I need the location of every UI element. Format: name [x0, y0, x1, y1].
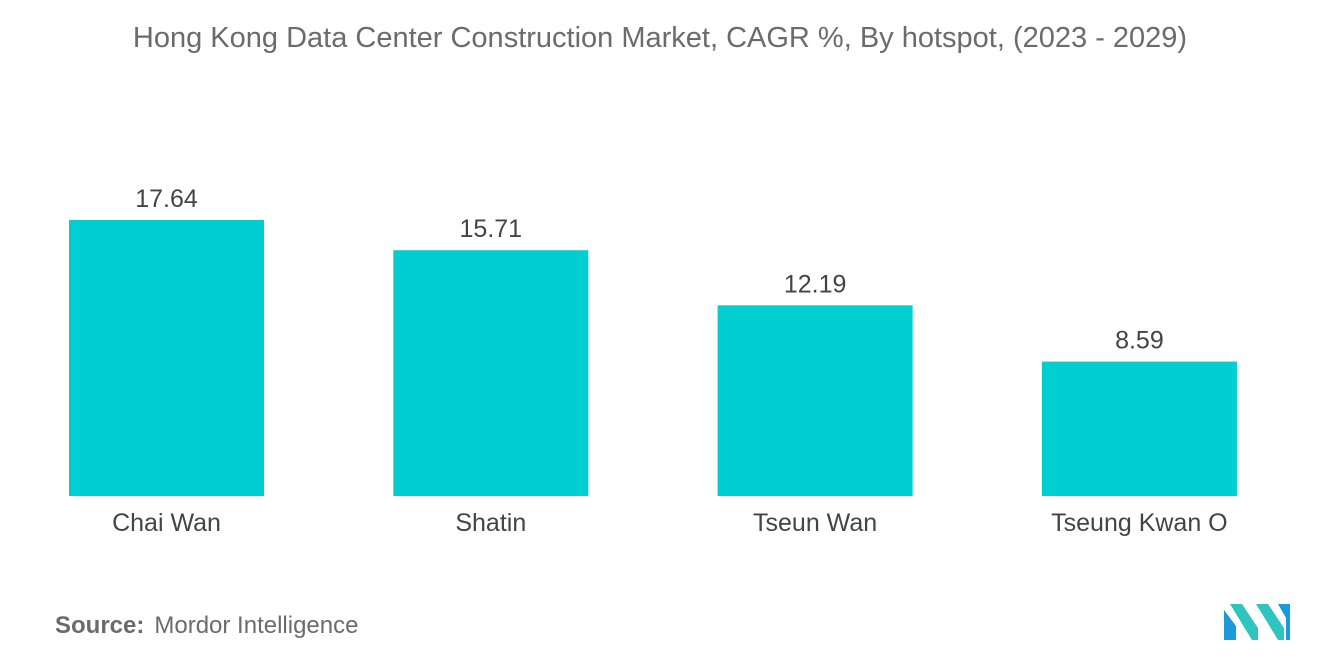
category-label-0: Chai Wan [112, 509, 221, 537]
value-label-2: 12.19 [784, 270, 847, 298]
bar-3 [1041, 361, 1237, 496]
bar-1 [393, 250, 589, 496]
bar-2 [717, 305, 913, 496]
category-label-1: Shatin [455, 509, 526, 537]
category-labels-layer: Chai Wan Shatin Tseun Wan Tseung Kwan O [112, 509, 1228, 537]
mordor-intelligence-logo-icon [1224, 604, 1290, 640]
category-label-3: Tseung Kwan O [1051, 509, 1228, 537]
value-labels-layer: 17.64 15.71 12.19 8.59 [135, 185, 1164, 355]
value-label-0: 17.64 [135, 185, 198, 213]
source-label: Source: [55, 612, 145, 639]
value-label-1: 15.71 [460, 215, 523, 243]
category-label-2: Tseun Wan [753, 509, 877, 537]
bar-0 [69, 220, 264, 496]
bars-layer [69, 220, 1237, 496]
value-label-3: 8.59 [1115, 327, 1164, 355]
source-text: Mordor Intelligence [154, 612, 359, 639]
source-note: Source: Mordor Intelligence [55, 612, 358, 640]
chart-title: Hong Kong Data Center Construction Marke… [132, 22, 1188, 54]
